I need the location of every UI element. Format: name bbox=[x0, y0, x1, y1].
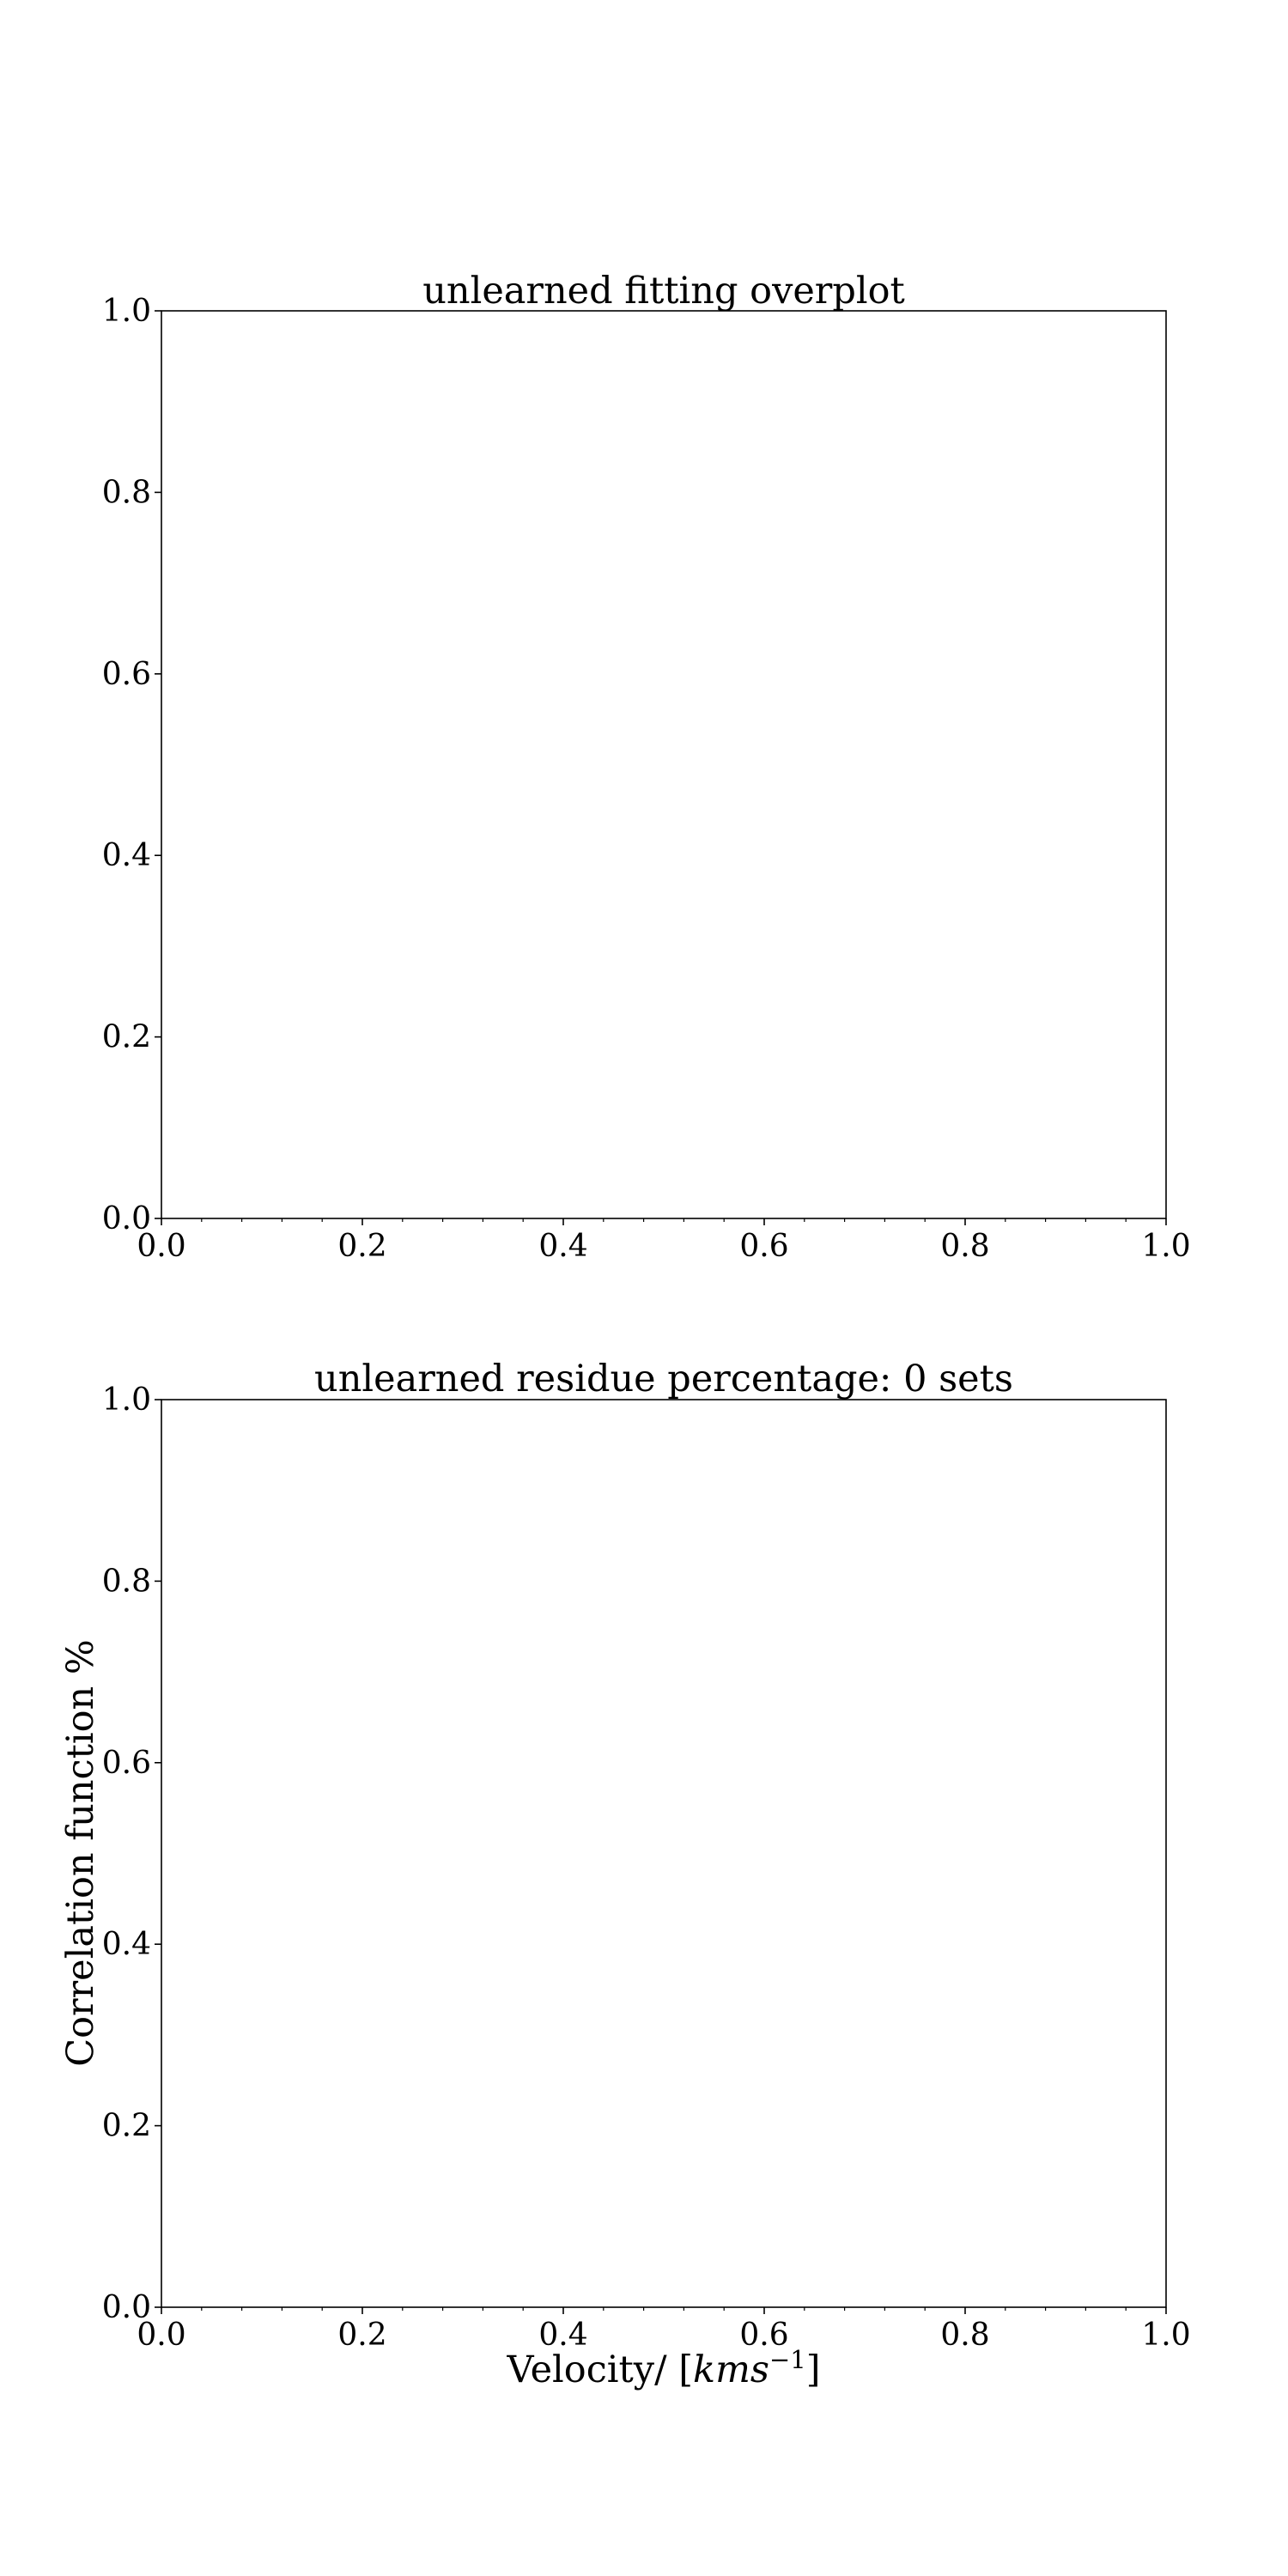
panel-title: unlearned fitting overplot bbox=[422, 270, 905, 313]
y-tick-label: 0.8 bbox=[102, 1564, 151, 1599]
panel-title: unlearned residue percentage: 0 sets bbox=[314, 1358, 1013, 1400]
plot-frame bbox=[161, 310, 1167, 1219]
x-tick-label: 0.2 bbox=[337, 2318, 386, 2353]
y-tick-label: 0.6 bbox=[102, 657, 151, 692]
y-axis: 0.0 0.2 0.4 0.6 0.8 1.0 bbox=[102, 1382, 161, 2325]
x-tick-label: 1.0 bbox=[1141, 1229, 1190, 1264]
y-tick-label: 0.2 bbox=[102, 2109, 151, 2144]
y-tick-label: 0.4 bbox=[102, 838, 151, 873]
plot-frame bbox=[161, 1399, 1167, 2308]
x-tick-label: 0.8 bbox=[940, 1229, 989, 1264]
x-tick-label: 0.0 bbox=[137, 1229, 185, 1264]
y-tick-label: 1.0 bbox=[102, 294, 151, 329]
y-tick-label: 0.2 bbox=[102, 1020, 151, 1055]
fitting-overplot-panel: unlearned fitting overplot 0.0 0.2 0.4 0.6 0… bbox=[102, 270, 1191, 1264]
x-axis: 0.0 0.2 0.4 0.6 0.8 1.0 bbox=[137, 1218, 1191, 1264]
x-tick-label: 1.0 bbox=[1141, 2318, 1190, 2353]
y-axis: 0.0 0.2 0.4 0.6 0.8 1.0 bbox=[102, 294, 161, 1236]
y-tick-label: 0.0 bbox=[102, 1201, 151, 1236]
x-tick-label: 0.8 bbox=[940, 2318, 989, 2353]
y-tick-label: 1.0 bbox=[102, 1382, 151, 1418]
y-tick-label: 0.0 bbox=[102, 2290, 151, 2325]
x-tick-label: 0.4 bbox=[538, 1229, 587, 1264]
y-tick-label: 0.4 bbox=[102, 1927, 151, 1962]
x-tick-label: 0.6 bbox=[739, 1229, 788, 1264]
y-tick-label: 0.6 bbox=[102, 1746, 151, 1781]
residue-percentage-panel: unlearned residue percentage: 0 sets 0.0… bbox=[59, 1358, 1191, 2391]
x-tick-label: 0.0 bbox=[137, 2318, 185, 2353]
y-axis-label: Correlation function % bbox=[59, 1639, 102, 2067]
x-axis-label: Velocity/ [kms−1] bbox=[507, 2345, 821, 2391]
x-tick-label: 0.6 bbox=[739, 2318, 788, 2353]
x-tick-label: 0.2 bbox=[337, 1229, 386, 1264]
x-tick-label: 0.4 bbox=[538, 2318, 587, 2353]
x-axis: 0.0 0.2 0.4 0.6 0.8 1.0 bbox=[137, 2307, 1191, 2353]
y-tick-label: 0.8 bbox=[102, 475, 151, 510]
